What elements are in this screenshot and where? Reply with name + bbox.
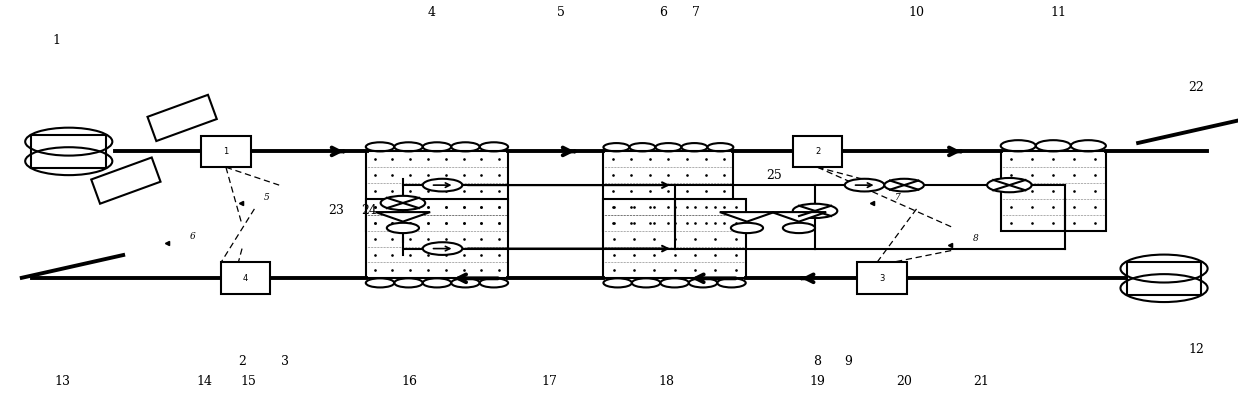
Circle shape <box>422 179 462 191</box>
Text: 18: 18 <box>659 375 674 388</box>
Text: 6: 6 <box>190 232 196 241</box>
Bar <box>366 151 508 231</box>
Text: 8: 8 <box>973 234 979 243</box>
Text: 3: 3 <box>880 274 885 283</box>
Text: 21: 21 <box>973 375 989 388</box>
Bar <box>366 199 508 278</box>
Polygon shape <box>772 212 826 222</box>
Text: 9: 9 <box>845 355 852 368</box>
Text: 15: 15 <box>240 375 256 388</box>
Text: 4: 4 <box>243 274 248 283</box>
Bar <box>147 95 217 141</box>
Text: 2: 2 <box>238 355 247 368</box>
Circle shape <box>380 196 425 210</box>
Bar <box>857 262 907 294</box>
Circle shape <box>987 178 1032 192</box>
Bar <box>1001 151 1106 231</box>
Text: 5: 5 <box>558 6 565 19</box>
Text: 4: 4 <box>427 6 435 19</box>
Bar <box>201 136 250 167</box>
Text: 10: 10 <box>908 6 924 19</box>
Bar <box>793 136 843 167</box>
Text: 7: 7 <box>693 6 700 19</box>
Text: 14: 14 <box>197 375 213 388</box>
Text: 1: 1 <box>52 34 61 47</box>
Circle shape <box>845 179 885 191</box>
Bar <box>1126 262 1202 295</box>
Circle shape <box>387 223 419 233</box>
Bar <box>221 262 270 294</box>
Text: 1: 1 <box>223 147 228 156</box>
Polygon shape <box>375 212 430 222</box>
Bar <box>603 151 733 231</box>
Text: 25: 25 <box>767 169 782 182</box>
Polygon shape <box>720 212 774 222</box>
Text: 16: 16 <box>401 375 418 388</box>
Circle shape <box>885 179 924 191</box>
Text: 11: 11 <box>1051 6 1067 19</box>
Circle shape <box>783 223 815 233</box>
Text: 7: 7 <box>895 193 901 201</box>
Circle shape <box>422 242 462 255</box>
Text: 22: 22 <box>1188 82 1204 94</box>
Bar <box>31 135 107 168</box>
Text: 20: 20 <box>896 375 912 388</box>
Circle shape <box>793 204 838 218</box>
Text: 19: 19 <box>809 375 825 388</box>
Text: 17: 17 <box>541 375 556 388</box>
Bar <box>92 158 161 204</box>
Text: 6: 6 <box>659 6 667 19</box>
Text: 3: 3 <box>281 355 290 368</box>
Text: 12: 12 <box>1188 343 1204 356</box>
Bar <box>603 199 746 278</box>
Text: 13: 13 <box>55 375 71 388</box>
Text: 2: 2 <box>815 147 820 156</box>
Text: 24: 24 <box>362 205 378 217</box>
Circle shape <box>731 223 763 233</box>
Text: 8: 8 <box>814 355 821 368</box>
Text: 5: 5 <box>264 193 270 201</box>
Text: 23: 23 <box>328 205 344 217</box>
